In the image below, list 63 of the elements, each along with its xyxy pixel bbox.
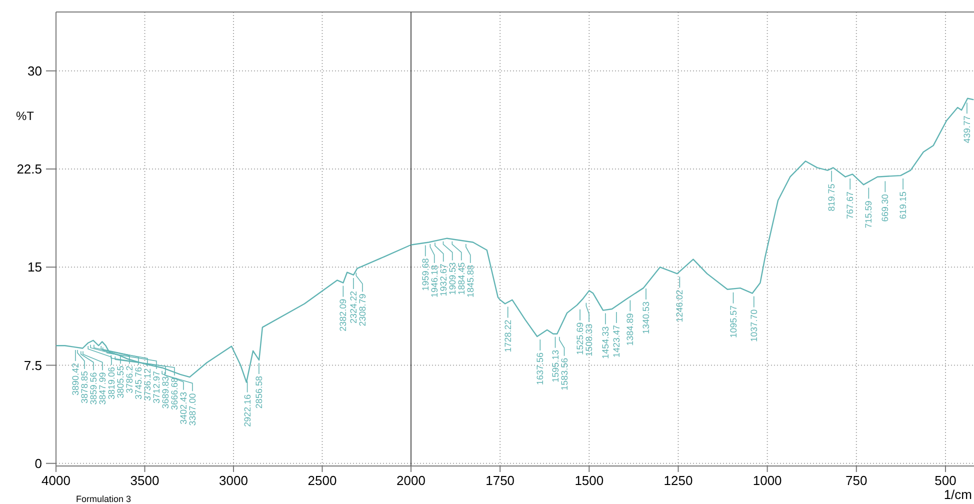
x-tick-label: 750: [846, 473, 868, 488]
annotation: 2856.58: [254, 376, 264, 409]
annotation: 819.75: [826, 184, 837, 212]
annotation: 2382.09: [338, 298, 348, 332]
x-tick-label: 500: [934, 473, 956, 488]
annotation: 1845.88: [465, 264, 476, 298]
y-tick-label: 22.5: [16, 162, 42, 177]
annotation: 3859.56: [88, 372, 98, 405]
annotation: 1095.57: [728, 305, 738, 338]
annotation: 1246.02: [674, 290, 685, 322]
y-tick-label: 30: [28, 63, 42, 78]
x-tick-label: 4000: [42, 473, 70, 488]
annotation: 3878.85: [79, 370, 90, 404]
annotation: 1037.70: [748, 309, 759, 342]
annotation: 1637.56: [535, 352, 546, 386]
annotation: 1508.33: [584, 324, 594, 356]
y-axis-title: %T: [16, 108, 35, 123]
y-tick-label: 15: [28, 260, 42, 275]
y-tick-label: 7.5: [24, 358, 42, 373]
annotation: 1340.53: [640, 301, 651, 334]
text: Formulation 3: [76, 494, 132, 504]
annotation: 1454.33: [600, 326, 610, 359]
annotation: 1884.45: [456, 262, 466, 295]
annotation: 439.77: [962, 116, 972, 144]
annotation: 2324.22: [348, 290, 358, 324]
annotation: 1525.69: [575, 322, 586, 355]
annotation: 1583.56: [559, 358, 570, 390]
annotation: 619.15: [898, 192, 908, 220]
x-tick-label: 1750: [486, 473, 515, 488]
x-tick-label: 1250: [664, 473, 693, 488]
x-axis-title: 1/cm: [944, 487, 972, 502]
annotation: 2308.79: [357, 294, 368, 326]
annotation: 3387.00: [187, 393, 198, 426]
annotation: 3847.99: [97, 372, 108, 405]
x-tick-label: 3500: [130, 473, 160, 488]
annotation: 3745.76: [133, 367, 144, 400]
annotation: 767.67: [845, 192, 856, 220]
annotation: 715.59: [864, 200, 874, 228]
annotation: 1909.53: [447, 262, 458, 295]
annotation: 1423.47: [611, 324, 622, 358]
annotation: 3689.83: [160, 376, 170, 409]
annotation: 1384.89: [625, 313, 636, 346]
annotation: 1932.67: [438, 264, 448, 296]
annotation: 3666.68: [169, 377, 180, 410]
x-tick-label: 1500: [574, 473, 604, 488]
annotation: 3890.42: [70, 362, 80, 396]
annotation: 2922.16: [242, 394, 252, 427]
annotation: 669.30: [880, 194, 890, 222]
annotation: 3736.12: [142, 368, 152, 401]
annotation: 3805.55: [115, 366, 126, 398]
x-tick-label: 1000: [752, 473, 782, 488]
x-tick-label: 3000: [219, 473, 248, 488]
annotation: 3712.97: [151, 370, 162, 404]
annotation: 3786.2: [124, 366, 134, 394]
annotation: 1946.18: [429, 264, 440, 298]
y-tick-label: 0: [34, 456, 42, 471]
annotation: 1728.22: [502, 320, 513, 352]
x-tick-label: 2500: [308, 473, 337, 488]
annotation: 1959.68: [420, 258, 430, 291]
annotation: 3402.43: [178, 392, 188, 424]
x-tick-label: 2000: [396, 473, 426, 488]
annotation: 1595.13: [550, 350, 560, 382]
annotation: 3819.06: [106, 367, 116, 400]
